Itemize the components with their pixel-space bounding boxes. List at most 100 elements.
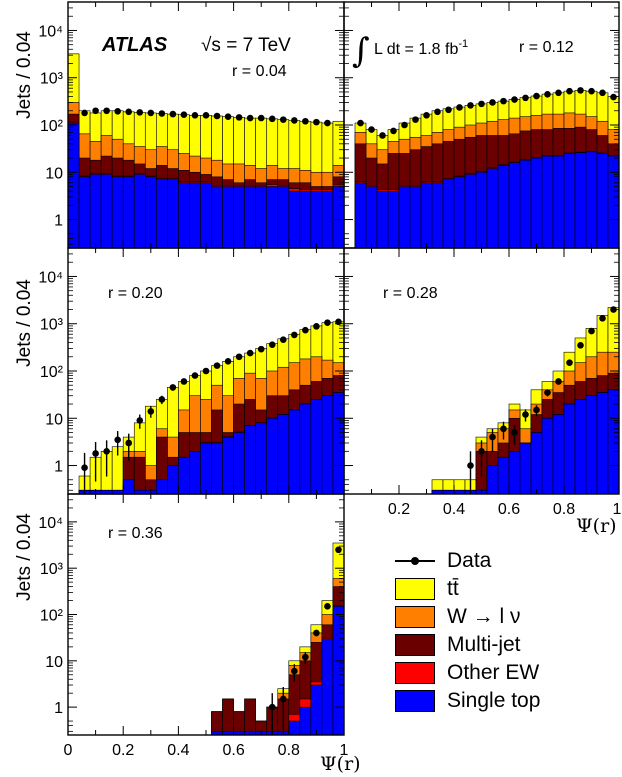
- data-point-12: [213, 362, 221, 369]
- data-point-14: [235, 353, 243, 361]
- bar-single-top-15: [596, 392, 609, 494]
- data-point-11: [335, 546, 342, 554]
- xlabel-left: Ψ(r): [320, 753, 361, 775]
- data-point-10: [180, 111, 188, 119]
- bar-single-top-7: [431, 182, 444, 248]
- data-point-23: [610, 93, 617, 101]
- bar-single-top-3: [387, 190, 400, 248]
- bar-single-top-15: [519, 159, 532, 248]
- ylabel-bottom: Jets / 0.04: [14, 513, 35, 601]
- bar-single-top-14: [233, 432, 245, 494]
- data-point-16: [246, 114, 254, 122]
- bar-single-top-11: [200, 442, 212, 494]
- x-tick-label-5: 1: [613, 501, 622, 518]
- y-tick-label-2: 10²: [40, 364, 64, 381]
- bar-multi-jet-3: [244, 698, 256, 735]
- xlabel-right: Ψ(r): [576, 515, 617, 537]
- legend-item-single-top: Single top: [395, 688, 540, 714]
- bar-single-top-16: [530, 157, 543, 248]
- data-point-16: [610, 306, 617, 313]
- legend-item-data: Data: [395, 548, 491, 574]
- bar-single-top-12: [200, 182, 212, 248]
- bar-single-top-23: [607, 155, 619, 248]
- panel-label: r = 0.12: [519, 39, 574, 56]
- bar-single-top-6: [497, 456, 510, 494]
- bar-single-top-12: [486, 168, 499, 248]
- data-point-3: [114, 436, 121, 444]
- luminosity-text: L dt = 1.8 fb: [374, 41, 458, 58]
- data-point-23: [324, 119, 331, 127]
- legend-item-other-ew: Other EW: [395, 660, 539, 686]
- data-point-15: [246, 349, 254, 357]
- bar-single-top-23: [321, 190, 334, 248]
- bar-single-top-5: [409, 186, 422, 248]
- bar-single-top-13: [222, 436, 234, 494]
- x-tick-label-4: 0.8: [278, 742, 300, 759]
- data-point-3: [390, 127, 397, 135]
- panel-label: r = 0.04: [232, 63, 287, 80]
- data-point-2: [379, 132, 386, 139]
- bar-single-top-19: [288, 409, 301, 494]
- data-point-17: [268, 341, 276, 349]
- data-point-16: [257, 345, 265, 353]
- data-point-20: [302, 326, 309, 334]
- bar-single-top-14: [585, 395, 598, 494]
- bar-single-top-7: [156, 479, 168, 494]
- legend-swatch: [395, 550, 435, 572]
- luminosity-label: L dt = 1.8 fb-1: [374, 38, 468, 58]
- bar-single-top-11: [332, 606, 344, 735]
- bar-multi-jet-1: [222, 698, 234, 735]
- legend-label: W → l ν: [447, 605, 521, 628]
- data-point-17: [257, 114, 265, 122]
- x-tick-label-4: 0.8: [553, 501, 575, 518]
- bar-single-top-19: [277, 186, 290, 248]
- legend-swatch: [395, 690, 435, 712]
- bar-single-top-17: [255, 186, 268, 248]
- data-point-10: [324, 603, 331, 610]
- data-point-6: [147, 408, 155, 415]
- data-point-12: [489, 99, 496, 106]
- data-point-7: [158, 396, 166, 403]
- y-tick-label-0: 1: [54, 213, 63, 230]
- data-point-3: [103, 107, 110, 115]
- data-point-11: [202, 367, 210, 375]
- legend-item-multi-jet: Multi-jet: [395, 632, 521, 658]
- data-point-19: [291, 331, 298, 339]
- legend-label: Other EW: [447, 661, 540, 684]
- bar-single-top-7: [508, 451, 521, 494]
- panel-label: r = 0.36: [108, 525, 163, 542]
- data-point-1: [81, 109, 88, 117]
- data-point-20: [291, 117, 298, 124]
- legend: Data tt̄ W → l ν Multi-jet Other EW Single to…: [395, 548, 620, 718]
- bar-single-top-8: [299, 706, 312, 735]
- bar-single-top-5: [486, 465, 499, 494]
- luminosity-exp: -1: [458, 38, 468, 50]
- atlas-label: ATLAS: [101, 34, 168, 56]
- data-point-7: [511, 429, 518, 436]
- data-point-8: [169, 384, 177, 391]
- data-point-12: [566, 359, 573, 366]
- data-point-9: [456, 104, 463, 111]
- panel-r-0.04: 1 10 10² 10³ 10⁴ r = 0.04: [38, 1, 345, 249]
- y-tick-label-1: 10: [45, 654, 63, 671]
- bar-single-top-0: [68, 122, 80, 248]
- bar-single-top-9: [167, 179, 179, 248]
- legend-item-w-l-: W → l ν: [395, 604, 521, 630]
- panel-r-0.36: 1 10 10² 10³ 10⁴ 0 0.2 0.4 0.6 0.8 1 r = 0.36: [38, 493, 349, 759]
- bar-single-top-18: [552, 155, 565, 248]
- data-point-5: [136, 417, 144, 424]
- data-point-15: [235, 114, 243, 121]
- ylabel-middle: Jets / 0.04: [14, 279, 35, 367]
- data-point-6: [500, 425, 507, 433]
- data-point-7: [291, 667, 298, 675]
- bar-single-top-0: [354, 182, 367, 248]
- bar-single-top-24: [332, 186, 344, 248]
- integral-sign: ∫: [352, 31, 370, 71]
- data-point-14: [511, 96, 518, 103]
- data-point-1: [368, 126, 375, 133]
- legend-swatch: [395, 662, 435, 684]
- data-point-6: [423, 112, 430, 119]
- data-point-13: [224, 358, 232, 365]
- bar-single-top-12: [563, 403, 576, 494]
